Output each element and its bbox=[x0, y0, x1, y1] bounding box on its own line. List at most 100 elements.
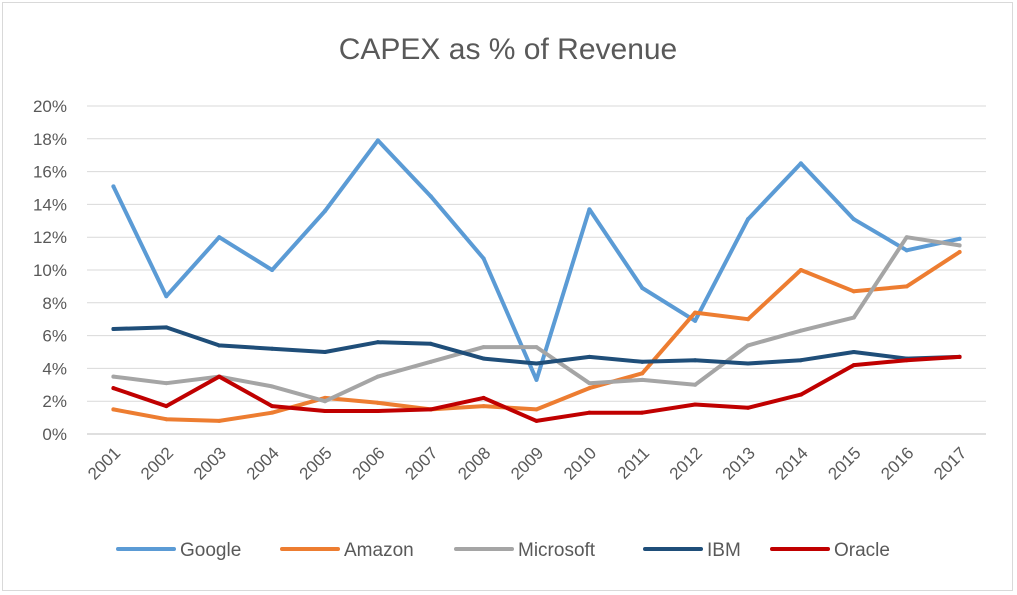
data-point-amazon bbox=[481, 404, 486, 409]
data-point-microsoft bbox=[851, 315, 856, 320]
data-point-microsoft bbox=[481, 345, 486, 350]
data-point-amazon bbox=[375, 400, 380, 405]
data-point-google bbox=[851, 217, 856, 222]
data-point-oracle bbox=[481, 395, 486, 400]
x-tick-label: 2014 bbox=[772, 443, 812, 483]
y-tick-label: 0% bbox=[42, 425, 67, 444]
data-point-google bbox=[111, 184, 116, 189]
data-point-oracle bbox=[851, 363, 856, 368]
data-point-oracle bbox=[164, 404, 169, 409]
y-tick-label: 16% bbox=[33, 163, 67, 182]
y-tick-label: 10% bbox=[33, 261, 67, 280]
data-point-ibm bbox=[851, 350, 856, 354]
legend-label-google: Google bbox=[180, 540, 241, 561]
data-point-oracle bbox=[640, 410, 645, 415]
data-point-ibm bbox=[428, 341, 433, 346]
data-point-google bbox=[957, 236, 962, 241]
data-point-amazon bbox=[587, 386, 592, 391]
data-point-google bbox=[640, 286, 645, 291]
x-tick-label: 2016 bbox=[877, 443, 917, 483]
x-tick-label: 2002 bbox=[137, 443, 177, 483]
data-point-google bbox=[217, 235, 222, 240]
data-point-amazon bbox=[746, 317, 751, 322]
data-point-microsoft bbox=[957, 243, 962, 248]
x-tick-label: 2001 bbox=[84, 443, 124, 483]
legend-label-microsoft: Microsoft bbox=[518, 540, 596, 561]
data-point-ibm bbox=[270, 346, 275, 351]
data-point-oracle bbox=[957, 354, 962, 359]
x-tick-label: 2015 bbox=[824, 443, 864, 483]
legend: Google Amazon Microsoft IBM Oracle bbox=[116, 540, 890, 561]
data-point-google bbox=[375, 138, 380, 143]
data-point-google bbox=[164, 294, 169, 299]
legend-label-ibm: IBM bbox=[707, 540, 741, 561]
data-point-ibm bbox=[534, 361, 539, 366]
series-line-amazon bbox=[111, 250, 962, 423]
data-point-ibm bbox=[375, 340, 380, 345]
y-tick-label: 6% bbox=[42, 327, 67, 346]
x-tick-label: 2013 bbox=[719, 443, 759, 483]
data-point-amazon bbox=[270, 410, 275, 415]
x-tick-label: 2004 bbox=[243, 443, 283, 483]
x-tick-label: 2009 bbox=[507, 443, 547, 483]
data-point-amazon bbox=[164, 417, 169, 422]
legend-label-amazon: Amazon bbox=[344, 540, 414, 561]
data-point-google bbox=[481, 256, 486, 261]
data-point-microsoft bbox=[375, 374, 380, 379]
data-point-microsoft bbox=[322, 399, 327, 404]
data-point-amazon bbox=[534, 407, 539, 412]
x-tick-label: 2012 bbox=[666, 443, 706, 483]
x-tick-label: 2010 bbox=[560, 443, 600, 483]
x-tick-label: 2017 bbox=[930, 443, 970, 483]
data-point-microsoft bbox=[746, 343, 751, 348]
data-point-microsoft bbox=[904, 235, 909, 240]
data-point-oracle bbox=[587, 410, 592, 415]
data-point-oracle bbox=[217, 374, 222, 379]
data-point-google bbox=[322, 208, 327, 213]
series-oracle bbox=[111, 354, 962, 423]
data-point-ibm bbox=[798, 358, 803, 363]
y-tick-label: 8% bbox=[42, 294, 67, 313]
data-point-oracle bbox=[693, 402, 698, 407]
data-point-microsoft bbox=[640, 377, 645, 382]
data-point-amazon bbox=[640, 371, 645, 376]
data-point-google bbox=[270, 268, 275, 272]
series-amazon bbox=[111, 249, 962, 423]
series-microsoft bbox=[111, 235, 962, 404]
data-point-microsoft bbox=[428, 359, 433, 364]
data-point-oracle bbox=[746, 405, 751, 410]
data-point-amazon bbox=[111, 407, 116, 412]
data-point-microsoft bbox=[534, 345, 539, 350]
data-point-google bbox=[534, 377, 539, 382]
data-point-oracle bbox=[322, 409, 327, 414]
data-point-amazon bbox=[851, 289, 856, 294]
y-tick-label: 18% bbox=[33, 130, 67, 149]
data-point-google bbox=[798, 161, 803, 166]
x-tick-label: 2006 bbox=[348, 443, 388, 483]
data-point-oracle bbox=[111, 386, 116, 391]
data-point-oracle bbox=[534, 418, 539, 423]
data-point-amazon bbox=[957, 249, 962, 254]
data-point-oracle bbox=[375, 409, 380, 414]
x-tick-label: 2003 bbox=[190, 443, 230, 483]
data-point-google bbox=[693, 318, 698, 323]
data-point-google bbox=[746, 217, 751, 222]
data-point-ibm bbox=[640, 359, 645, 364]
data-point-microsoft bbox=[798, 328, 803, 333]
data-point-ibm bbox=[322, 350, 327, 354]
data-point-microsoft bbox=[164, 381, 169, 386]
data-point-microsoft bbox=[111, 374, 116, 379]
y-tick-label: 20% bbox=[33, 97, 67, 116]
y-tick-label: 2% bbox=[42, 392, 67, 411]
data-point-microsoft bbox=[693, 382, 698, 387]
data-point-google bbox=[587, 207, 592, 212]
data-point-google bbox=[904, 248, 909, 253]
data-point-ibm bbox=[587, 354, 592, 359]
data-point-google bbox=[428, 194, 433, 199]
data-point-oracle bbox=[798, 392, 803, 397]
data-point-ibm bbox=[693, 358, 698, 363]
data-point-microsoft bbox=[270, 384, 275, 389]
y-tick-label: 12% bbox=[33, 228, 67, 247]
x-tick-label: 2011 bbox=[614, 443, 653, 482]
